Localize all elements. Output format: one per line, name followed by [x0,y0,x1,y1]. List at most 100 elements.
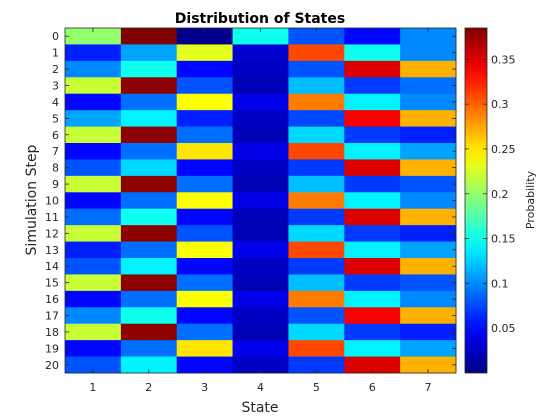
heatmap-cell [400,356,457,374]
heatmap-cell [232,143,289,160]
heatmap-cell [120,192,178,210]
heatmap-cell [232,225,289,242]
heatmap-cell [176,126,233,144]
heatmap-cell [176,340,233,357]
heatmap-cell [344,274,401,292]
heatmap-cell [65,356,122,374]
y-tick-label: 2 [52,63,59,76]
heatmap-cell [65,340,122,357]
colorbar-tick-label: 0.25 [491,143,516,156]
heatmap-cell [344,340,401,357]
heatmap-cell [65,323,122,341]
y-tick-label: 12 [45,227,59,240]
heatmap-cell [120,93,178,111]
heatmap-cell [344,159,401,177]
heatmap-cell [120,110,178,127]
y-tick-label: 16 [45,293,59,306]
heatmap-cell [344,77,401,95]
heatmap-cell [65,93,122,111]
heatmap-cell [176,323,233,341]
heatmap-cell [400,241,457,259]
heatmap-cell [344,192,401,210]
heatmap-cell [65,28,122,45]
heatmap-cell [400,225,457,242]
heatmap-cell [344,93,401,111]
heatmap-cell [65,208,122,226]
colorbar-title: Probability [524,170,537,229]
heatmap-cell [232,340,289,357]
y-tick-label: 20 [45,359,59,372]
heatmap-cell [400,340,457,357]
heatmap-cell [344,60,401,78]
heatmap-cell [65,307,122,325]
heatmap-cell [400,159,457,177]
heatmap-cell [344,307,401,325]
heatmap-cell [120,77,178,95]
y-tick-label: 15 [45,277,59,290]
colorbar-tick-label: 0.15 [491,233,516,246]
heatmap-cell [65,159,122,177]
heatmap-cell [344,208,401,226]
heatmap-cell [176,60,233,78]
colorbar-tick-label: 0.1 [491,277,509,290]
heatmap-cell [176,93,233,111]
heatmap-cell [400,60,457,78]
heatmap-cell [176,159,233,177]
y-tick-label: 4 [52,96,59,109]
y-axis-title: Simulation Step [24,144,40,255]
heatmap-cell [344,356,401,374]
heatmap-cell [400,290,457,308]
heatmap-cell [176,356,233,374]
colorbar-tick-label: 0.2 [491,188,509,201]
y-tick-label: 10 [45,195,59,208]
heatmap-cell [120,60,178,78]
y-tick-label: 0 [52,30,59,43]
heatmap-cell [400,208,457,226]
y-tick-label: 13 [45,244,59,257]
heatmap-cell [120,274,178,292]
y-tick-label: 14 [45,260,59,273]
x-tick-label: 7 [425,381,432,394]
heatmap-cell [344,241,401,259]
heatmap-cell [344,110,401,127]
heatmap-cell [176,258,233,275]
heatmap-cell [288,307,345,325]
heatmap-cell [65,290,122,308]
heatmap-cell [232,258,289,275]
heatmap-cell [232,77,289,95]
y-tick-label: 19 [45,342,59,355]
heatmap-cell [288,208,345,226]
heatmap-cell [344,225,401,242]
heatmap-cell [400,28,457,45]
heatmap-cell [400,93,457,111]
heatmap-cell [176,175,233,193]
heatmap-cell [400,143,457,160]
heatmap-cell [288,143,345,160]
heatmap-cell [288,28,345,45]
heatmap-cell [288,258,345,275]
heatmap-cell [232,28,289,45]
y-tick-label: 9 [52,178,59,191]
heatmap-cell [232,126,289,144]
heatmap-cell [288,356,345,374]
heatmap-cell [176,77,233,95]
heatmap-cell [232,307,289,325]
heatmap-cell [176,290,233,308]
heatmap-cell [400,77,457,95]
heatmap-cell [232,110,289,127]
heatmap-cell [288,290,345,308]
heatmap-cell [176,110,233,127]
heatmap-cell [400,110,457,127]
y-tick-label: 11 [45,211,59,224]
heatmap-cell [120,307,178,325]
heatmap-cell [232,274,289,292]
y-tick-label: 3 [52,80,59,93]
heatmap-cell [176,208,233,226]
x-tick-label: 4 [257,381,264,394]
heatmap-cell [400,307,457,325]
heatmap-cell [232,208,289,226]
heatmap-cell [65,192,122,210]
